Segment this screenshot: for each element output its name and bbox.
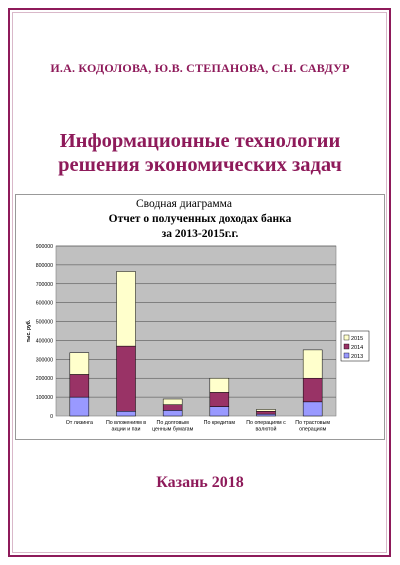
bar-2014-2 xyxy=(116,345,136,412)
x-tick-label: По операциям с xyxy=(246,420,286,426)
chart-title-line-3: за 2013-2015г.г. xyxy=(162,228,239,240)
x-tick-label: ценным бумагам xyxy=(152,427,194,433)
x-tick-label: валютой xyxy=(256,426,277,433)
bar-2015-5 xyxy=(256,409,276,412)
bar-2014-5 xyxy=(256,411,276,415)
book-title: Информационные технологии решения эконом… xyxy=(0,129,400,177)
legend-label-2014: 2014 xyxy=(351,345,363,351)
bar-2015-2 xyxy=(116,271,136,347)
y-axis-label: тыс. руб. xyxy=(25,319,32,342)
bar-2014-6 xyxy=(302,377,323,403)
x-tick-label: операциям xyxy=(299,427,327,433)
cover-frame-inner xyxy=(12,12,387,553)
legend-swatch-2013 xyxy=(343,352,350,359)
bar-2013-5 xyxy=(256,413,276,417)
y-tick-label: 800000 xyxy=(36,263,53,269)
legend-label-2015: 2015 xyxy=(351,336,363,342)
y-tick-label: 500000 xyxy=(36,320,53,326)
bar-2015-3 xyxy=(162,398,183,405)
x-tick-label: От лизинга xyxy=(66,420,93,426)
chart-title-line-1: Сводная диаграмма xyxy=(136,198,232,210)
chart-title-line-2: Отчет о полученных доходах банка xyxy=(109,213,292,225)
chart-image: Сводная диаграмма Отчет о полученных дохо… xyxy=(15,194,385,440)
bar-2013-2 xyxy=(116,411,136,417)
book-title-line-2: решения экономических задач xyxy=(58,154,342,176)
stacked-bar-chart: Сводная диаграмма Отчет о полученных дохо… xyxy=(25,198,370,433)
y-tick-label: 700000 xyxy=(36,282,53,288)
legend-swatch-2015 xyxy=(343,334,350,341)
bar-2014-4 xyxy=(209,392,230,407)
bar-2015-4 xyxy=(209,377,230,393)
x-tick-label: акции и паи xyxy=(112,427,141,433)
bar-2015-6 xyxy=(302,349,323,379)
bar-2013-1 xyxy=(69,396,90,417)
y-tick-label: 200000 xyxy=(36,376,53,382)
x-tick-label: По долговым xyxy=(157,420,190,426)
y-tick-label: 900000 xyxy=(36,244,53,250)
x-tick-label: По кредитам xyxy=(204,420,236,426)
y-tick-label: 600000 xyxy=(36,301,53,307)
y-tick-label: 100000 xyxy=(36,395,53,401)
bar-2013-6 xyxy=(302,401,323,417)
authors: И.А. КОДОЛОВА, Ю.В. СТЕПАНОВА, С.Н. САВД… xyxy=(50,61,350,75)
book-title-line-1: Информационные технологии xyxy=(59,130,341,152)
y-tick-label: 400000 xyxy=(36,338,53,344)
bar-2013-4 xyxy=(209,406,230,417)
legend-swatch-2014 xyxy=(343,343,350,350)
bar-2013-3 xyxy=(162,410,183,417)
bar-2014-1 xyxy=(69,374,90,398)
plot-area xyxy=(55,245,337,417)
bar-2015-1 xyxy=(69,352,90,375)
y-tick-label: 0 xyxy=(50,414,53,420)
city-year: Казань 2018 xyxy=(156,474,244,491)
x-tick-label: По вложениям в xyxy=(106,420,146,426)
y-tick-label: 300000 xyxy=(36,357,53,363)
x-tick-label: По трастовым xyxy=(295,420,330,426)
legend-label-2013: 2013 xyxy=(351,354,363,360)
bar-2014-3 xyxy=(162,404,183,411)
